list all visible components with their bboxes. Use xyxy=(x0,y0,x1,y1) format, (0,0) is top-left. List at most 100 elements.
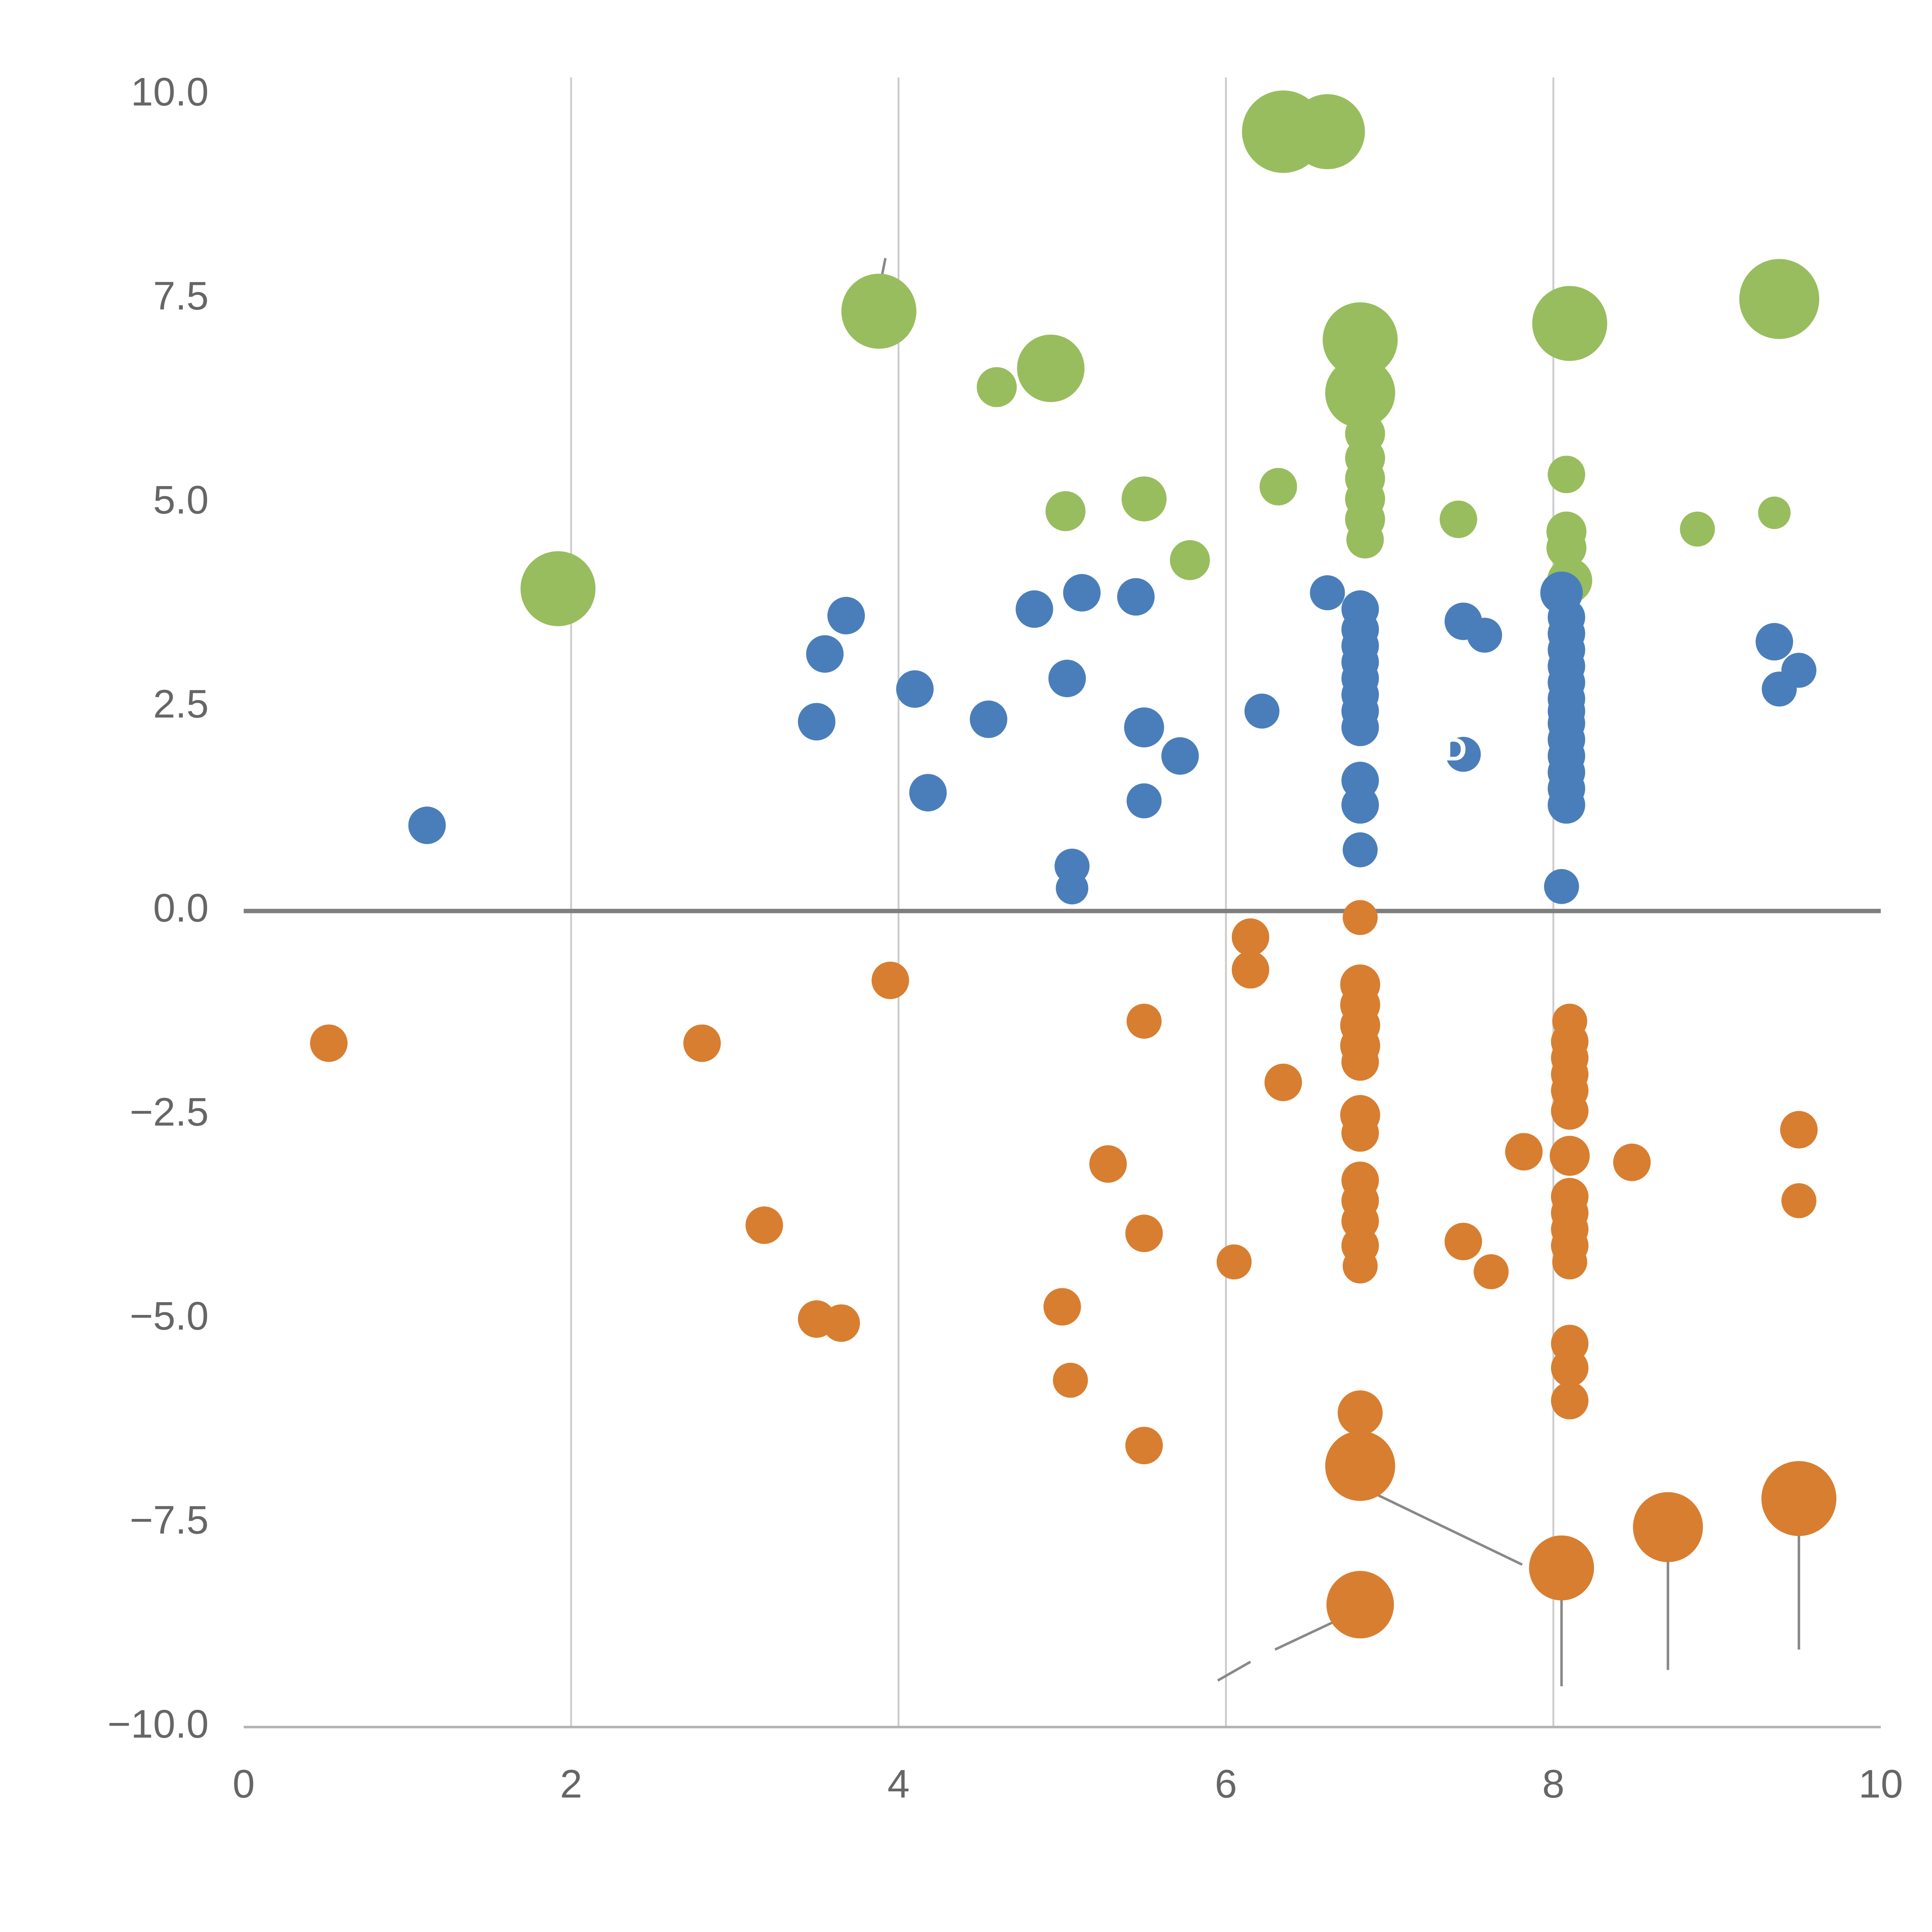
series-green xyxy=(520,90,1820,626)
bubble-orange xyxy=(1473,1254,1509,1289)
bubble-orange xyxy=(871,961,909,999)
bubble-orange xyxy=(1780,1111,1818,1149)
bubble-orange xyxy=(1216,1244,1252,1280)
bubble-blue xyxy=(1048,660,1086,697)
bubble-blue xyxy=(1467,617,1502,653)
bubble-green xyxy=(1323,302,1398,378)
bubble-blue xyxy=(806,635,844,673)
x-tick-label: 6 xyxy=(1215,1761,1237,1806)
bubble-blue xyxy=(1341,786,1379,824)
bubble-blue xyxy=(1544,869,1579,904)
bubble-orange xyxy=(1125,1427,1163,1464)
y-tick-labels: 10.0 7.5 5.0 2.5 0.0 −2.5 −5.0 −7.5 −10.0 xyxy=(107,69,209,1746)
bubble-orange xyxy=(1325,1431,1395,1501)
whisker-line xyxy=(1274,1621,1335,1651)
bubble-orange xyxy=(1529,1535,1594,1600)
bubble-blue xyxy=(1244,694,1280,729)
whisker-line xyxy=(1217,1660,1251,1682)
x-tick-label: 8 xyxy=(1542,1761,1565,1806)
bubble-orange xyxy=(1337,1390,1383,1435)
bubble-blue xyxy=(798,703,836,741)
bubble-orange xyxy=(1125,1214,1163,1252)
y-tick-label: −7.5 xyxy=(130,1497,209,1542)
bubble-green xyxy=(1259,468,1297,506)
bubble-blue xyxy=(1117,578,1155,616)
bubble-green xyxy=(1439,500,1477,538)
bubble-blue xyxy=(1548,786,1585,824)
bubble-blue xyxy=(1124,707,1164,748)
bubble-blue xyxy=(1056,872,1088,905)
bubble-orange xyxy=(1043,1288,1081,1326)
bubble-orange xyxy=(1633,1492,1703,1562)
bubble-orange xyxy=(1231,951,1269,989)
bubble-blue xyxy=(1446,736,1481,772)
bubble-blue xyxy=(969,700,1007,738)
bubble-green xyxy=(1325,358,1395,428)
bubble-blue xyxy=(1126,783,1162,818)
bubble-orange xyxy=(1761,1461,1837,1536)
bubble-orange xyxy=(1341,1043,1379,1081)
bubble-green xyxy=(1680,512,1715,547)
bubble-orange xyxy=(1444,1223,1482,1260)
y-tick-label: 0.0 xyxy=(153,885,209,930)
bubble-green xyxy=(520,551,596,626)
bubble-orange xyxy=(1613,1143,1651,1181)
bubble-green xyxy=(1346,521,1384,559)
bubble-orange xyxy=(1231,918,1269,956)
y-tick-label: 10.0 xyxy=(131,69,209,114)
bubble-green xyxy=(1121,476,1167,522)
x-tick-label: 10 xyxy=(1859,1761,1903,1806)
bubble-orange xyxy=(822,1304,860,1342)
bubble-blue xyxy=(1310,575,1345,611)
bubble-orange xyxy=(1326,1571,1394,1639)
bubble-green xyxy=(1546,528,1587,568)
bubble-green xyxy=(841,274,917,349)
bubble-blue xyxy=(1161,737,1199,775)
series-blue xyxy=(408,571,1816,905)
bubble-orange xyxy=(683,1024,721,1062)
bubble-orange xyxy=(1341,1114,1379,1152)
bubble-orange xyxy=(745,1206,783,1244)
bubble-orange xyxy=(1126,1003,1162,1039)
bubble-orange xyxy=(1551,1349,1588,1387)
bubble-orange xyxy=(1089,1145,1127,1183)
bubble-orange xyxy=(1551,1382,1588,1420)
bubble-orange xyxy=(1552,1244,1587,1280)
bubble-orange xyxy=(1549,1136,1590,1176)
bubble-orange xyxy=(1551,1092,1588,1130)
bubble-orange xyxy=(310,1024,348,1062)
y-tick-label: 5.0 xyxy=(153,477,209,522)
y-tick-label: −10.0 xyxy=(107,1701,209,1746)
bubble-green xyxy=(1758,497,1791,529)
x-tick-labels: 0 2 4 6 8 10 xyxy=(233,1761,1903,1806)
bubble-blue xyxy=(1063,574,1101,612)
bubble-green xyxy=(1017,334,1085,402)
bubble-blue xyxy=(1755,623,1793,661)
bubble-orange xyxy=(1342,1248,1378,1284)
bubble-blue xyxy=(1762,671,1797,707)
gridlines-group xyxy=(570,77,1554,1727)
bubble-orange xyxy=(1342,900,1378,935)
series-orange xyxy=(310,900,1837,1639)
x-tick-label: 4 xyxy=(888,1761,910,1806)
bubble-green xyxy=(1532,286,1607,361)
x-tick-label: 0 xyxy=(233,1761,255,1806)
bubble-label: D xyxy=(1443,731,1467,767)
bubble-orange xyxy=(1053,1362,1088,1398)
whisker-line xyxy=(1374,1492,1523,1566)
bubble-blue xyxy=(1341,709,1379,747)
bubble-green xyxy=(1739,259,1820,339)
y-tick-label: 2.5 xyxy=(153,681,209,726)
bubble-green xyxy=(1290,94,1365,169)
bubble-orange xyxy=(1264,1063,1302,1101)
x-tick-label: 2 xyxy=(560,1761,582,1806)
bubble-blue xyxy=(408,806,446,844)
bubble-blue xyxy=(909,774,947,811)
bubble-green xyxy=(976,367,1017,407)
bubble-green xyxy=(1045,491,1086,531)
bubble-orange xyxy=(1781,1183,1816,1218)
bubble-green xyxy=(1548,456,1585,493)
y-tick-label: 7.5 xyxy=(153,273,209,318)
